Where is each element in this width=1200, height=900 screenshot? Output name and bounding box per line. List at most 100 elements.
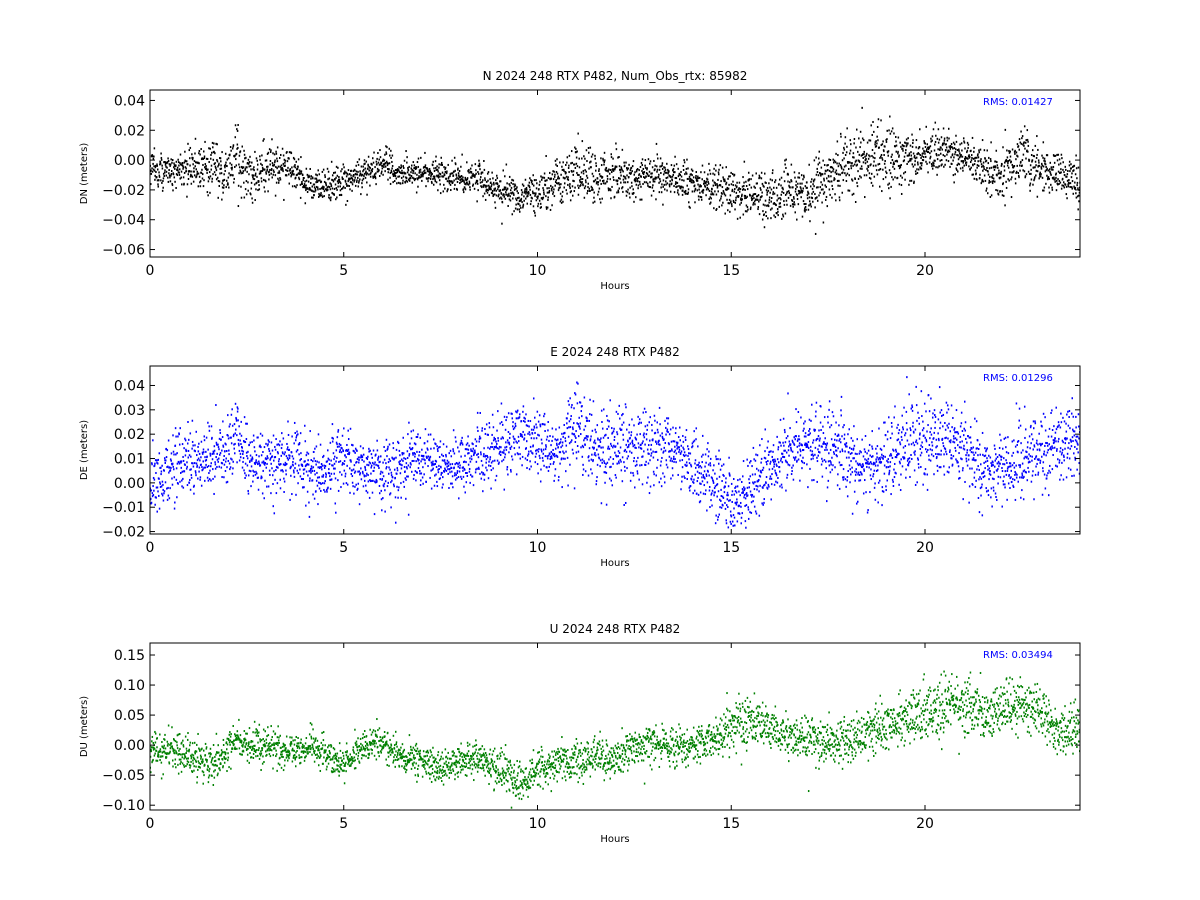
data-point bbox=[338, 176, 340, 179]
data-point bbox=[844, 153, 847, 156]
data-point bbox=[283, 453, 286, 456]
data-point bbox=[369, 184, 371, 187]
data-point bbox=[493, 193, 496, 196]
data-point bbox=[192, 163, 194, 166]
data-point bbox=[1015, 158, 1017, 161]
data-point bbox=[382, 475, 385, 478]
data-point bbox=[215, 441, 218, 444]
data-point bbox=[828, 158, 830, 161]
data-point bbox=[303, 472, 305, 475]
data-point bbox=[555, 179, 557, 182]
data-point bbox=[639, 198, 641, 201]
data-point bbox=[990, 160, 992, 163]
data-point bbox=[890, 161, 892, 164]
data-point bbox=[712, 172, 714, 175]
data-point bbox=[483, 447, 485, 450]
data-point bbox=[196, 170, 199, 173]
data-point bbox=[1038, 164, 1041, 167]
data-point bbox=[337, 430, 339, 433]
data-point bbox=[417, 433, 419, 436]
data-point bbox=[447, 464, 450, 467]
data-point bbox=[385, 151, 387, 154]
data-point bbox=[174, 427, 177, 430]
data-point bbox=[434, 180, 437, 183]
data-point bbox=[1022, 143, 1024, 146]
data-point bbox=[913, 154, 916, 157]
data-point bbox=[208, 147, 210, 150]
data-point bbox=[426, 177, 428, 180]
data-point bbox=[754, 193, 757, 196]
data-point bbox=[400, 164, 402, 167]
data-point bbox=[470, 448, 472, 451]
data-point bbox=[369, 175, 372, 178]
data-point bbox=[176, 452, 178, 455]
data-point bbox=[340, 473, 343, 476]
data-point bbox=[195, 462, 198, 465]
data-point bbox=[416, 450, 418, 453]
data-point bbox=[226, 466, 228, 469]
data-point bbox=[360, 165, 363, 168]
data-point bbox=[268, 170, 270, 173]
data-point bbox=[281, 443, 283, 446]
data-point bbox=[795, 193, 798, 196]
data-point bbox=[551, 186, 554, 189]
data-point bbox=[316, 471, 318, 474]
data-point bbox=[226, 158, 229, 161]
data-point bbox=[921, 162, 923, 165]
data-point bbox=[400, 172, 402, 174]
data-point bbox=[295, 450, 298, 453]
data-point bbox=[500, 196, 502, 199]
data-point bbox=[411, 448, 413, 451]
data-point bbox=[217, 196, 219, 199]
data-point bbox=[603, 151, 606, 154]
data-point bbox=[423, 458, 425, 461]
data-point bbox=[303, 468, 306, 471]
data-point bbox=[452, 181, 454, 184]
data-point bbox=[930, 150, 933, 153]
data-point bbox=[891, 176, 893, 179]
data-point bbox=[933, 149, 936, 152]
data-point bbox=[840, 166, 843, 169]
data-point bbox=[552, 192, 554, 195]
data-point bbox=[815, 156, 817, 159]
data-point bbox=[378, 484, 381, 487]
data-point bbox=[232, 145, 234, 148]
data-point bbox=[869, 139, 872, 142]
data-point bbox=[531, 179, 533, 182]
data-point bbox=[712, 193, 715, 196]
data-point bbox=[495, 189, 498, 192]
data-point bbox=[575, 156, 578, 159]
data-point bbox=[789, 204, 792, 207]
data-point bbox=[291, 166, 293, 169]
data-point bbox=[1067, 185, 1070, 188]
data-point bbox=[485, 180, 488, 183]
data-point bbox=[706, 186, 709, 189]
data-point bbox=[486, 454, 488, 457]
data-point bbox=[531, 190, 534, 193]
data-point bbox=[443, 459, 446, 462]
data-point bbox=[332, 192, 334, 195]
data-point bbox=[258, 184, 260, 187]
data-point bbox=[521, 183, 524, 186]
data-point bbox=[1006, 164, 1009, 167]
data-point bbox=[588, 167, 590, 170]
data-point bbox=[819, 191, 821, 194]
data-point bbox=[282, 437, 285, 440]
data-point bbox=[799, 191, 801, 194]
data-point bbox=[242, 172, 244, 175]
data-point bbox=[592, 175, 595, 178]
data-point bbox=[594, 154, 596, 157]
data-point bbox=[782, 188, 784, 191]
data-point bbox=[281, 432, 283, 435]
data-point bbox=[158, 179, 160, 182]
data-point bbox=[235, 418, 238, 421]
data-point bbox=[279, 440, 281, 443]
data-point bbox=[329, 441, 332, 444]
data-point bbox=[477, 456, 480, 459]
data-point bbox=[973, 150, 975, 153]
data-point bbox=[770, 197, 773, 199]
data-point bbox=[993, 168, 996, 171]
data-point bbox=[437, 468, 439, 471]
data-point bbox=[1036, 170, 1039, 173]
data-point bbox=[324, 480, 326, 483]
